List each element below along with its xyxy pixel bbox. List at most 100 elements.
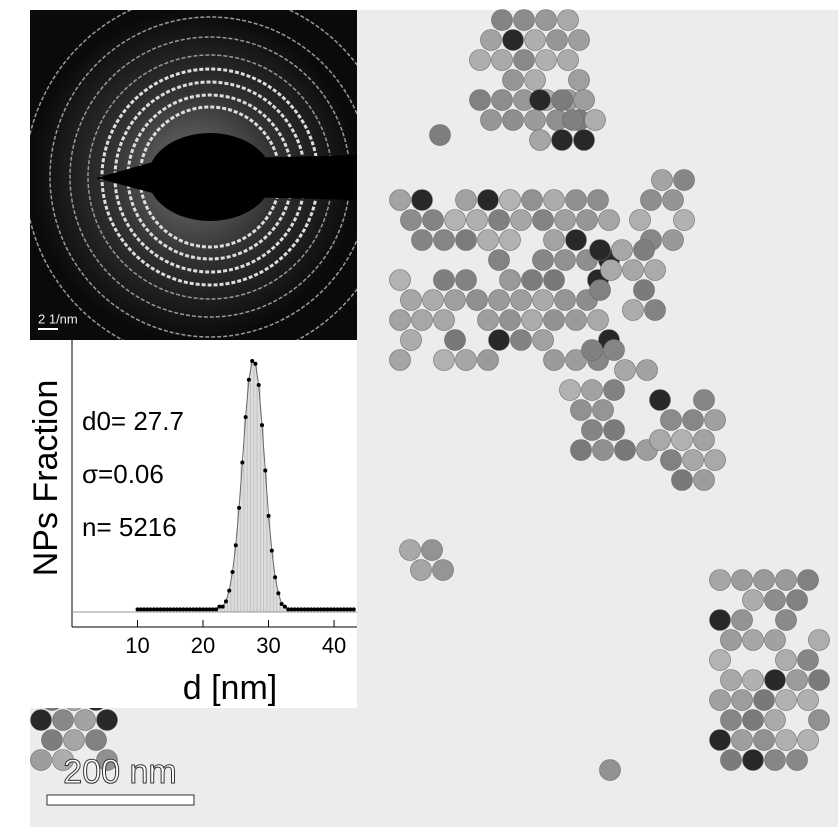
- nanoparticle: [634, 280, 655, 301]
- data-point: [283, 605, 287, 609]
- nanoparticle: [400, 540, 421, 561]
- nanoparticle: [514, 50, 535, 71]
- nanoparticle: [798, 650, 819, 671]
- nanoparticle: [798, 730, 819, 751]
- nanoparticle: [787, 590, 808, 611]
- nanoparticle: [645, 300, 666, 321]
- nanoparticle: [492, 90, 513, 111]
- histogram-bar: [261, 425, 264, 612]
- data-point: [224, 599, 228, 603]
- nanoparticle: [798, 690, 819, 711]
- nanoparticle: [470, 50, 491, 71]
- nanoparticle: [776, 730, 797, 751]
- nanoparticle: [637, 360, 658, 381]
- nanoparticle: [615, 360, 636, 381]
- data-point: [260, 423, 264, 427]
- nanoparticle: [530, 130, 551, 151]
- nanoparticle: [604, 380, 625, 401]
- nanoparticle: [652, 170, 673, 191]
- nanoparticle: [694, 430, 715, 451]
- nanoparticle: [430, 125, 451, 146]
- nanoparticle: [390, 270, 411, 291]
- nanoparticle: [555, 290, 576, 311]
- nanoparticle: [809, 670, 830, 691]
- nanoparticle: [721, 670, 742, 691]
- nanoparticle: [533, 290, 554, 311]
- nanoparticle: [423, 290, 444, 311]
- nanoparticle: [500, 190, 521, 211]
- nanoparticle: [525, 30, 546, 51]
- nanoparticle: [64, 730, 85, 751]
- nanoparticle: [492, 10, 513, 31]
- nanoparticle: [558, 50, 579, 71]
- nanoparticle: [423, 210, 444, 231]
- nanoparticle: [401, 290, 422, 311]
- nanoparticle: [544, 190, 565, 211]
- nanoparticle: [552, 90, 573, 111]
- nanoparticle: [694, 390, 715, 411]
- annotation: d0= 27.7: [82, 406, 184, 436]
- data-point: [352, 607, 356, 611]
- nanoparticle: [623, 260, 644, 281]
- nanoparticle: [489, 210, 510, 231]
- nanoparticle: [470, 90, 491, 111]
- nanoparticle: [456, 190, 477, 211]
- histogram-bar: [254, 364, 257, 612]
- histogram-bar: [247, 380, 250, 612]
- data-point: [247, 378, 251, 382]
- nanoparticle: [574, 130, 595, 151]
- nanoparticle: [500, 310, 521, 331]
- nanoparticle: [765, 670, 786, 691]
- nanoparticle: [765, 750, 786, 771]
- histogram-bar: [257, 385, 260, 612]
- nanoparticle: [489, 290, 510, 311]
- x-tick-label: 20: [191, 633, 215, 658]
- nanoparticle: [694, 470, 715, 491]
- nanoparticle: [776, 570, 797, 591]
- nanoparticle: [743, 710, 764, 731]
- nanoparticle: [754, 730, 775, 751]
- nanoparticle: [593, 400, 614, 421]
- nanoparticle: [478, 350, 499, 371]
- nanoparticle: [612, 240, 633, 261]
- nanoparticle: [571, 440, 592, 461]
- nanoparticle: [663, 190, 684, 211]
- nanoparticle: [600, 760, 621, 781]
- nanoparticle: [412, 310, 433, 331]
- nanoparticle: [571, 400, 592, 421]
- histogram-bar: [241, 462, 244, 612]
- nanoparticle: [547, 30, 568, 51]
- nanoparticle: [401, 330, 422, 351]
- nanoparticle: [574, 90, 595, 111]
- nanoparticle: [492, 50, 513, 71]
- page: {"chart_data": {"type": "scatter", "xlab…: [0, 0, 838, 827]
- nanoparticle: [582, 340, 603, 361]
- nanoparticle: [563, 110, 584, 131]
- nanoparticle: [467, 290, 488, 311]
- nanoparticle: [743, 750, 764, 771]
- nanoparticle: [86, 730, 107, 751]
- nanoparticle: [456, 270, 477, 291]
- data-point: [267, 514, 271, 518]
- nanoparticle: [663, 230, 684, 251]
- x-tick-label: 40: [322, 633, 346, 658]
- nanoparticle: [776, 650, 797, 671]
- scale-bar: [47, 795, 194, 805]
- nanoparticle: [511, 330, 532, 351]
- data-point: [214, 607, 218, 611]
- nanoparticle: [401, 210, 422, 231]
- nanoparticle: [672, 430, 693, 451]
- nanoparticle: [582, 380, 603, 401]
- data-point: [231, 570, 235, 574]
- annotation: n= 5216: [82, 512, 177, 542]
- nanoparticle: [525, 110, 546, 131]
- nanoparticle: [674, 170, 695, 191]
- nanoparticle: [97, 710, 118, 731]
- nanoparticle: [544, 230, 565, 251]
- nanoparticle: [710, 610, 731, 631]
- nanoparticle: [683, 450, 704, 471]
- nanoparticle: [623, 300, 644, 321]
- nanoparticle: [705, 450, 726, 471]
- nanoparticle: [481, 30, 502, 51]
- nanoparticle: [604, 340, 625, 361]
